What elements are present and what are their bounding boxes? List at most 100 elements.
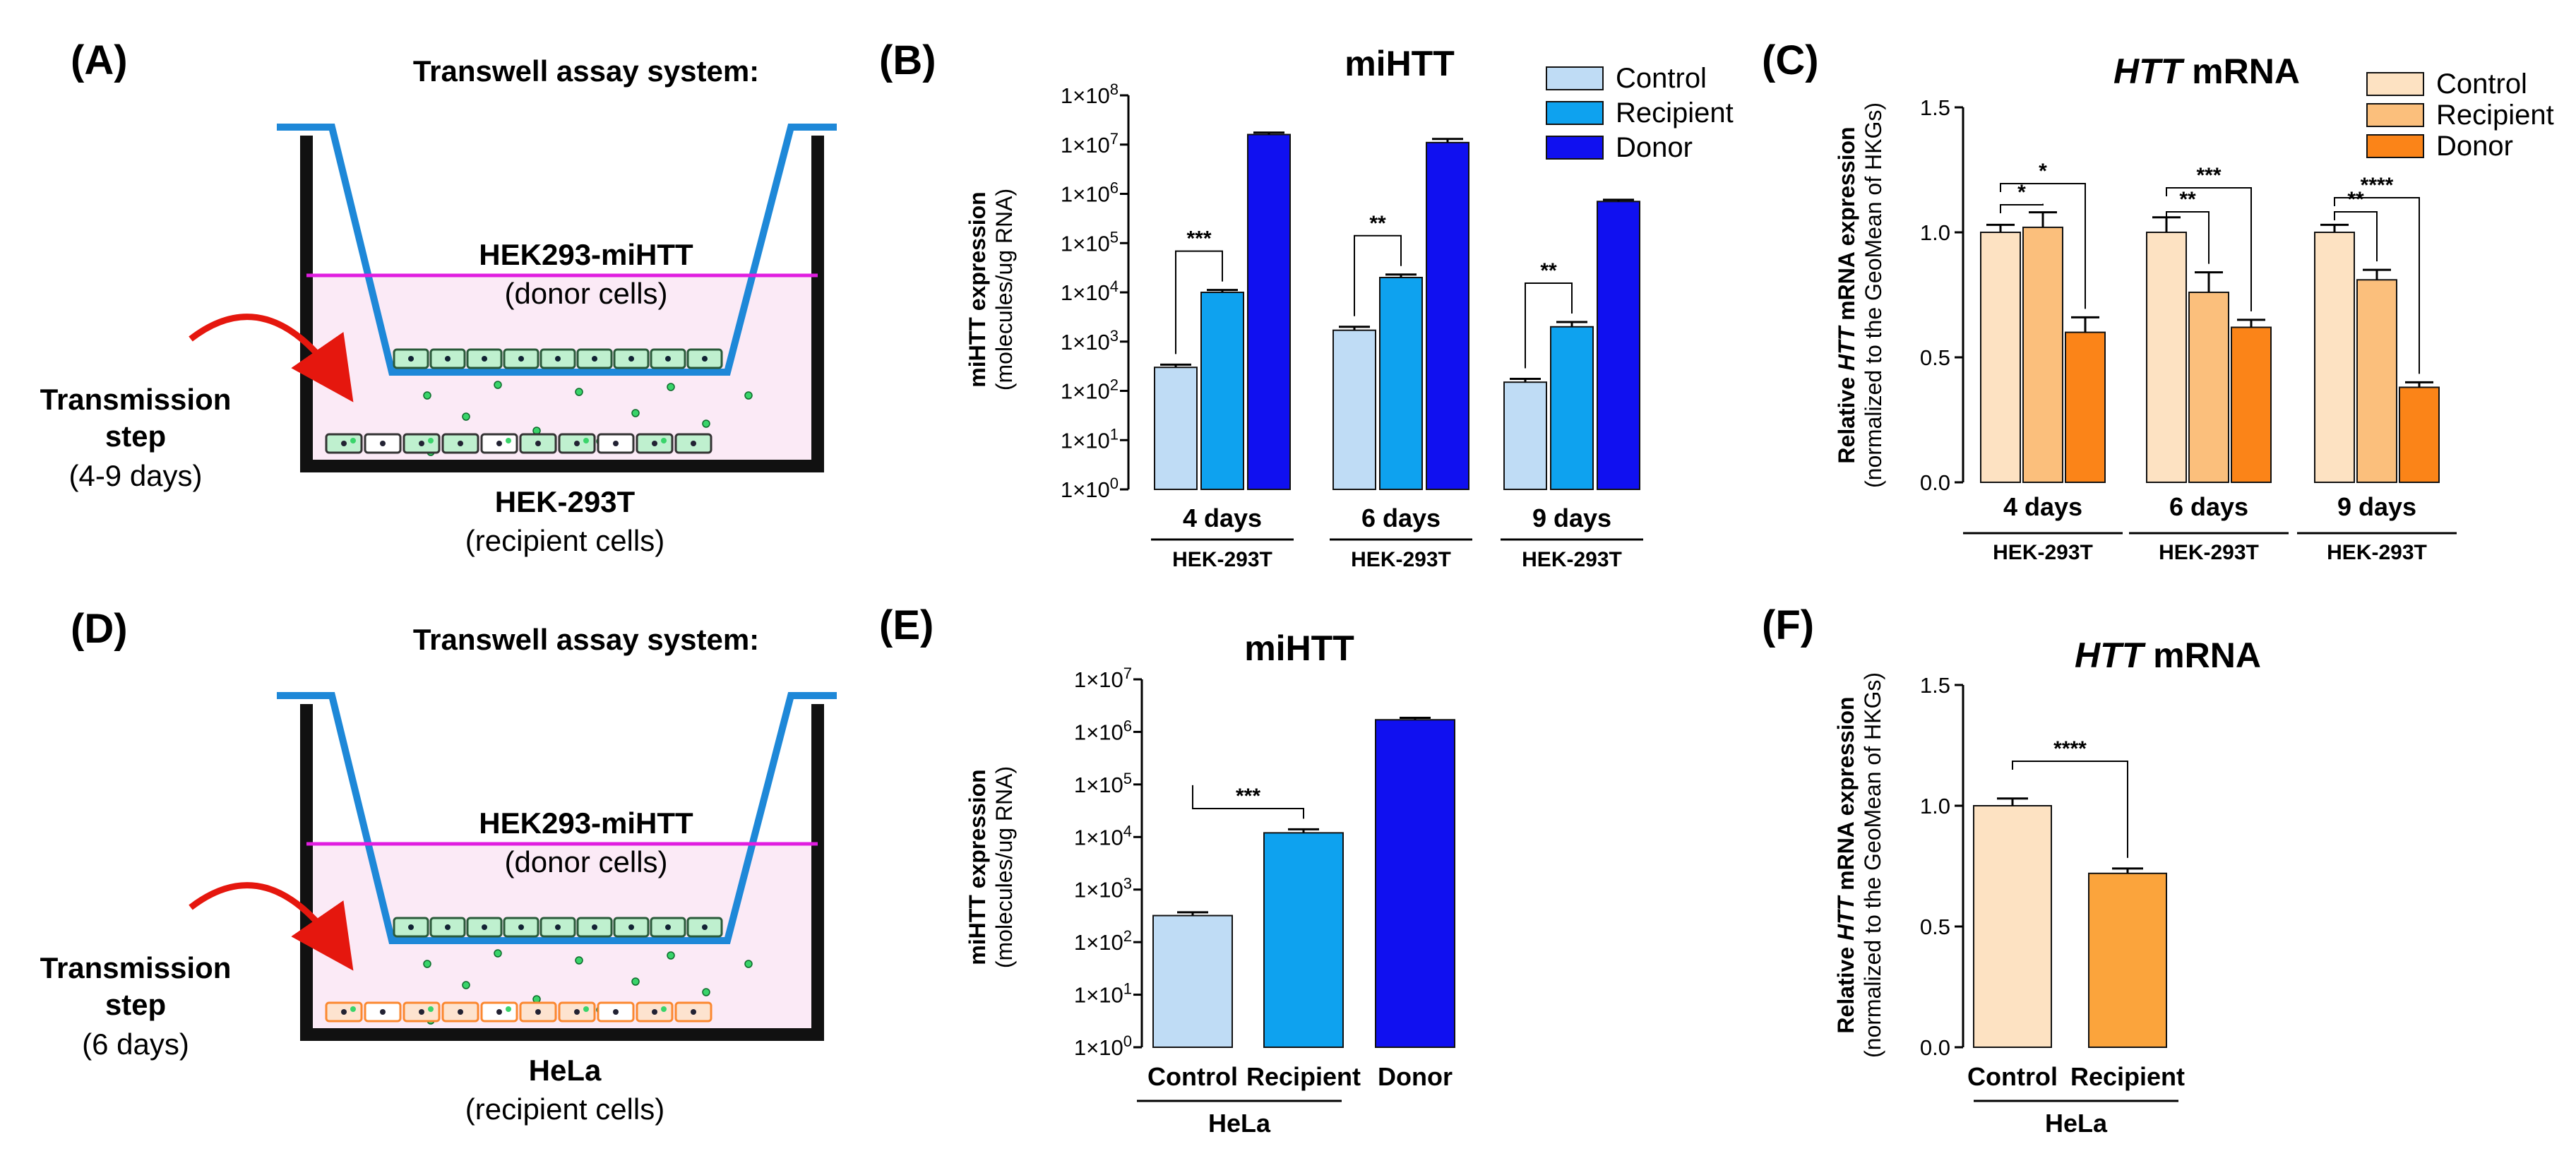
culture-well bbox=[300, 704, 824, 1041]
cell-nucleus bbox=[665, 924, 671, 930]
cell-nucleus bbox=[408, 924, 414, 930]
released-vesicle bbox=[702, 419, 710, 428]
y-tick-label: 1×105 bbox=[1061, 228, 1119, 256]
bar-donor bbox=[1375, 719, 1455, 1049]
bar-donor bbox=[2231, 326, 2272, 483]
panel-label: (C) bbox=[1762, 37, 1819, 83]
y-axis-label-line2: (molecules/ug RNA) bbox=[991, 766, 1017, 968]
legend-swatch bbox=[2366, 72, 2424, 96]
cell-nucleus bbox=[592, 356, 597, 362]
cell-nucleus bbox=[458, 1009, 463, 1015]
legend-entry: Recipient bbox=[1616, 97, 1734, 129]
group-sublabel: HEK-293T bbox=[2159, 541, 2259, 564]
chart-title: miHTT bbox=[1344, 44, 1455, 83]
released-vesicle bbox=[667, 383, 675, 391]
cell-nucleus bbox=[496, 1009, 502, 1015]
y-tick-label: 1.0 bbox=[1920, 794, 1950, 818]
bar-control bbox=[2314, 232, 2355, 483]
released-vesicle bbox=[667, 951, 675, 960]
recipient-cells-sublabel: (recipient cells) bbox=[465, 524, 664, 557]
significance-label: ** bbox=[1540, 259, 1557, 282]
transmission-step-days: (4-9 days) bbox=[68, 459, 202, 492]
cell-nucleus bbox=[574, 1009, 580, 1015]
culture-well bbox=[300, 136, 824, 472]
significance-label: **** bbox=[2361, 174, 2394, 197]
y-tick-label: 1×107 bbox=[1074, 665, 1132, 692]
cell-nucleus bbox=[665, 356, 671, 362]
cell-nucleus bbox=[458, 441, 463, 446]
legend-entry: Donor bbox=[2436, 131, 2513, 162]
category-label: Control bbox=[1147, 1062, 1238, 1091]
chart-title: HTT mRNA bbox=[2075, 636, 2261, 675]
diagram-panel-a: (A) Transwell assay system: HEK293-miHTT (d… bbox=[40, 37, 837, 557]
y-tick-label: 1×101 bbox=[1061, 425, 1119, 453]
legend-swatch bbox=[1546, 136, 1604, 160]
group-label: 9 days bbox=[2337, 492, 2416, 521]
significance-bracket bbox=[1175, 250, 1223, 354]
cell-nucleus bbox=[652, 441, 657, 446]
released-vesicle bbox=[631, 409, 640, 417]
cell-nucleus bbox=[341, 441, 347, 446]
cell-nucleus bbox=[518, 924, 524, 930]
significance-label: *** bbox=[1236, 785, 1260, 808]
diagram-panel-d: (D) Transwell assay system: HEK293-miHTT (d… bbox=[40, 606, 837, 1126]
cell-nucleus bbox=[702, 924, 708, 930]
released-vesicle bbox=[494, 381, 502, 389]
chart-panel-e: (E) miHTT miHTT expression (molecules/ug RN… bbox=[879, 602, 1455, 1138]
internalized-vesicle bbox=[506, 438, 511, 443]
donor-cells-sublabel: (donor cells) bbox=[504, 845, 667, 878]
donor-cells-sublabel: (donor cells) bbox=[504, 277, 667, 310]
cell-nucleus bbox=[592, 924, 597, 930]
released-vesicle bbox=[744, 391, 753, 400]
significance-bracket bbox=[2334, 197, 2420, 374]
group-sublabel: HEK-293T bbox=[1351, 548, 1451, 571]
cell-nucleus bbox=[613, 1009, 619, 1015]
significance-label: ** bbox=[1369, 212, 1386, 235]
cell-nucleus bbox=[613, 441, 619, 446]
cell-nucleus bbox=[380, 1009, 386, 1015]
bar-recipient bbox=[2356, 279, 2397, 483]
group-label: 6 days bbox=[1361, 503, 1441, 532]
bar-control bbox=[1152, 914, 1233, 1049]
group-sublabel: HEK-293T bbox=[1993, 541, 2093, 564]
y-tick-label: 0.5 bbox=[1920, 345, 1950, 370]
cell-nucleus bbox=[652, 1009, 657, 1015]
significance-bracket bbox=[2166, 211, 2210, 264]
cell-nucleus bbox=[419, 441, 424, 446]
released-vesicle bbox=[423, 391, 431, 400]
y-tick-label: 1×106 bbox=[1074, 717, 1132, 744]
group-sublabel: HEK-293T bbox=[1522, 548, 1622, 571]
transmission-step-line1: Transmission bbox=[40, 383, 232, 416]
bar-recipient bbox=[2088, 872, 2167, 1049]
internalized-vesicle bbox=[506, 1006, 511, 1012]
cell-nucleus bbox=[555, 924, 561, 930]
legend-swatch bbox=[2366, 134, 2424, 158]
y-tick-label: 1×105 bbox=[1074, 770, 1132, 797]
significance-label: ** bbox=[2347, 188, 2364, 211]
cell-nucleus bbox=[702, 356, 708, 362]
bar-recipient bbox=[1550, 326, 1594, 490]
bar-control bbox=[1973, 805, 2052, 1048]
cell-nucleus bbox=[445, 356, 451, 362]
cell-nucleus bbox=[445, 924, 451, 930]
y-tick-label: 1×104 bbox=[1074, 822, 1132, 850]
y-axis-label-line1: Relative HTT mRNA expression bbox=[1833, 696, 1859, 1033]
transmission-arrow bbox=[189, 882, 354, 971]
significance-bracket bbox=[1354, 234, 1402, 316]
cell-nucleus bbox=[341, 1009, 347, 1015]
legend-swatch bbox=[2366, 103, 2424, 127]
recipient-cells-name: HEK-293T bbox=[495, 485, 636, 518]
cell-nucleus bbox=[496, 441, 502, 446]
y-axis-label-line1: miHTT expression bbox=[965, 191, 990, 387]
y-tick-label: 1×104 bbox=[1061, 278, 1119, 305]
cell-nucleus bbox=[691, 441, 696, 446]
bar-donor bbox=[2399, 386, 2440, 483]
significance-bracket bbox=[2000, 203, 2044, 213]
panel-label: (A) bbox=[71, 37, 128, 83]
y-axis-label-line1: Relative HTT mRNA expression bbox=[1834, 126, 1859, 463]
legend-entry: Recipient bbox=[2436, 100, 2554, 131]
chart-panel-f: (F) HTT mRNA Relative HTT mRNA expression(… bbox=[1762, 602, 2261, 1138]
significance-label: *** bbox=[1186, 227, 1211, 251]
category-label: Recipient bbox=[1246, 1062, 1361, 1091]
cell-nucleus bbox=[482, 924, 487, 930]
